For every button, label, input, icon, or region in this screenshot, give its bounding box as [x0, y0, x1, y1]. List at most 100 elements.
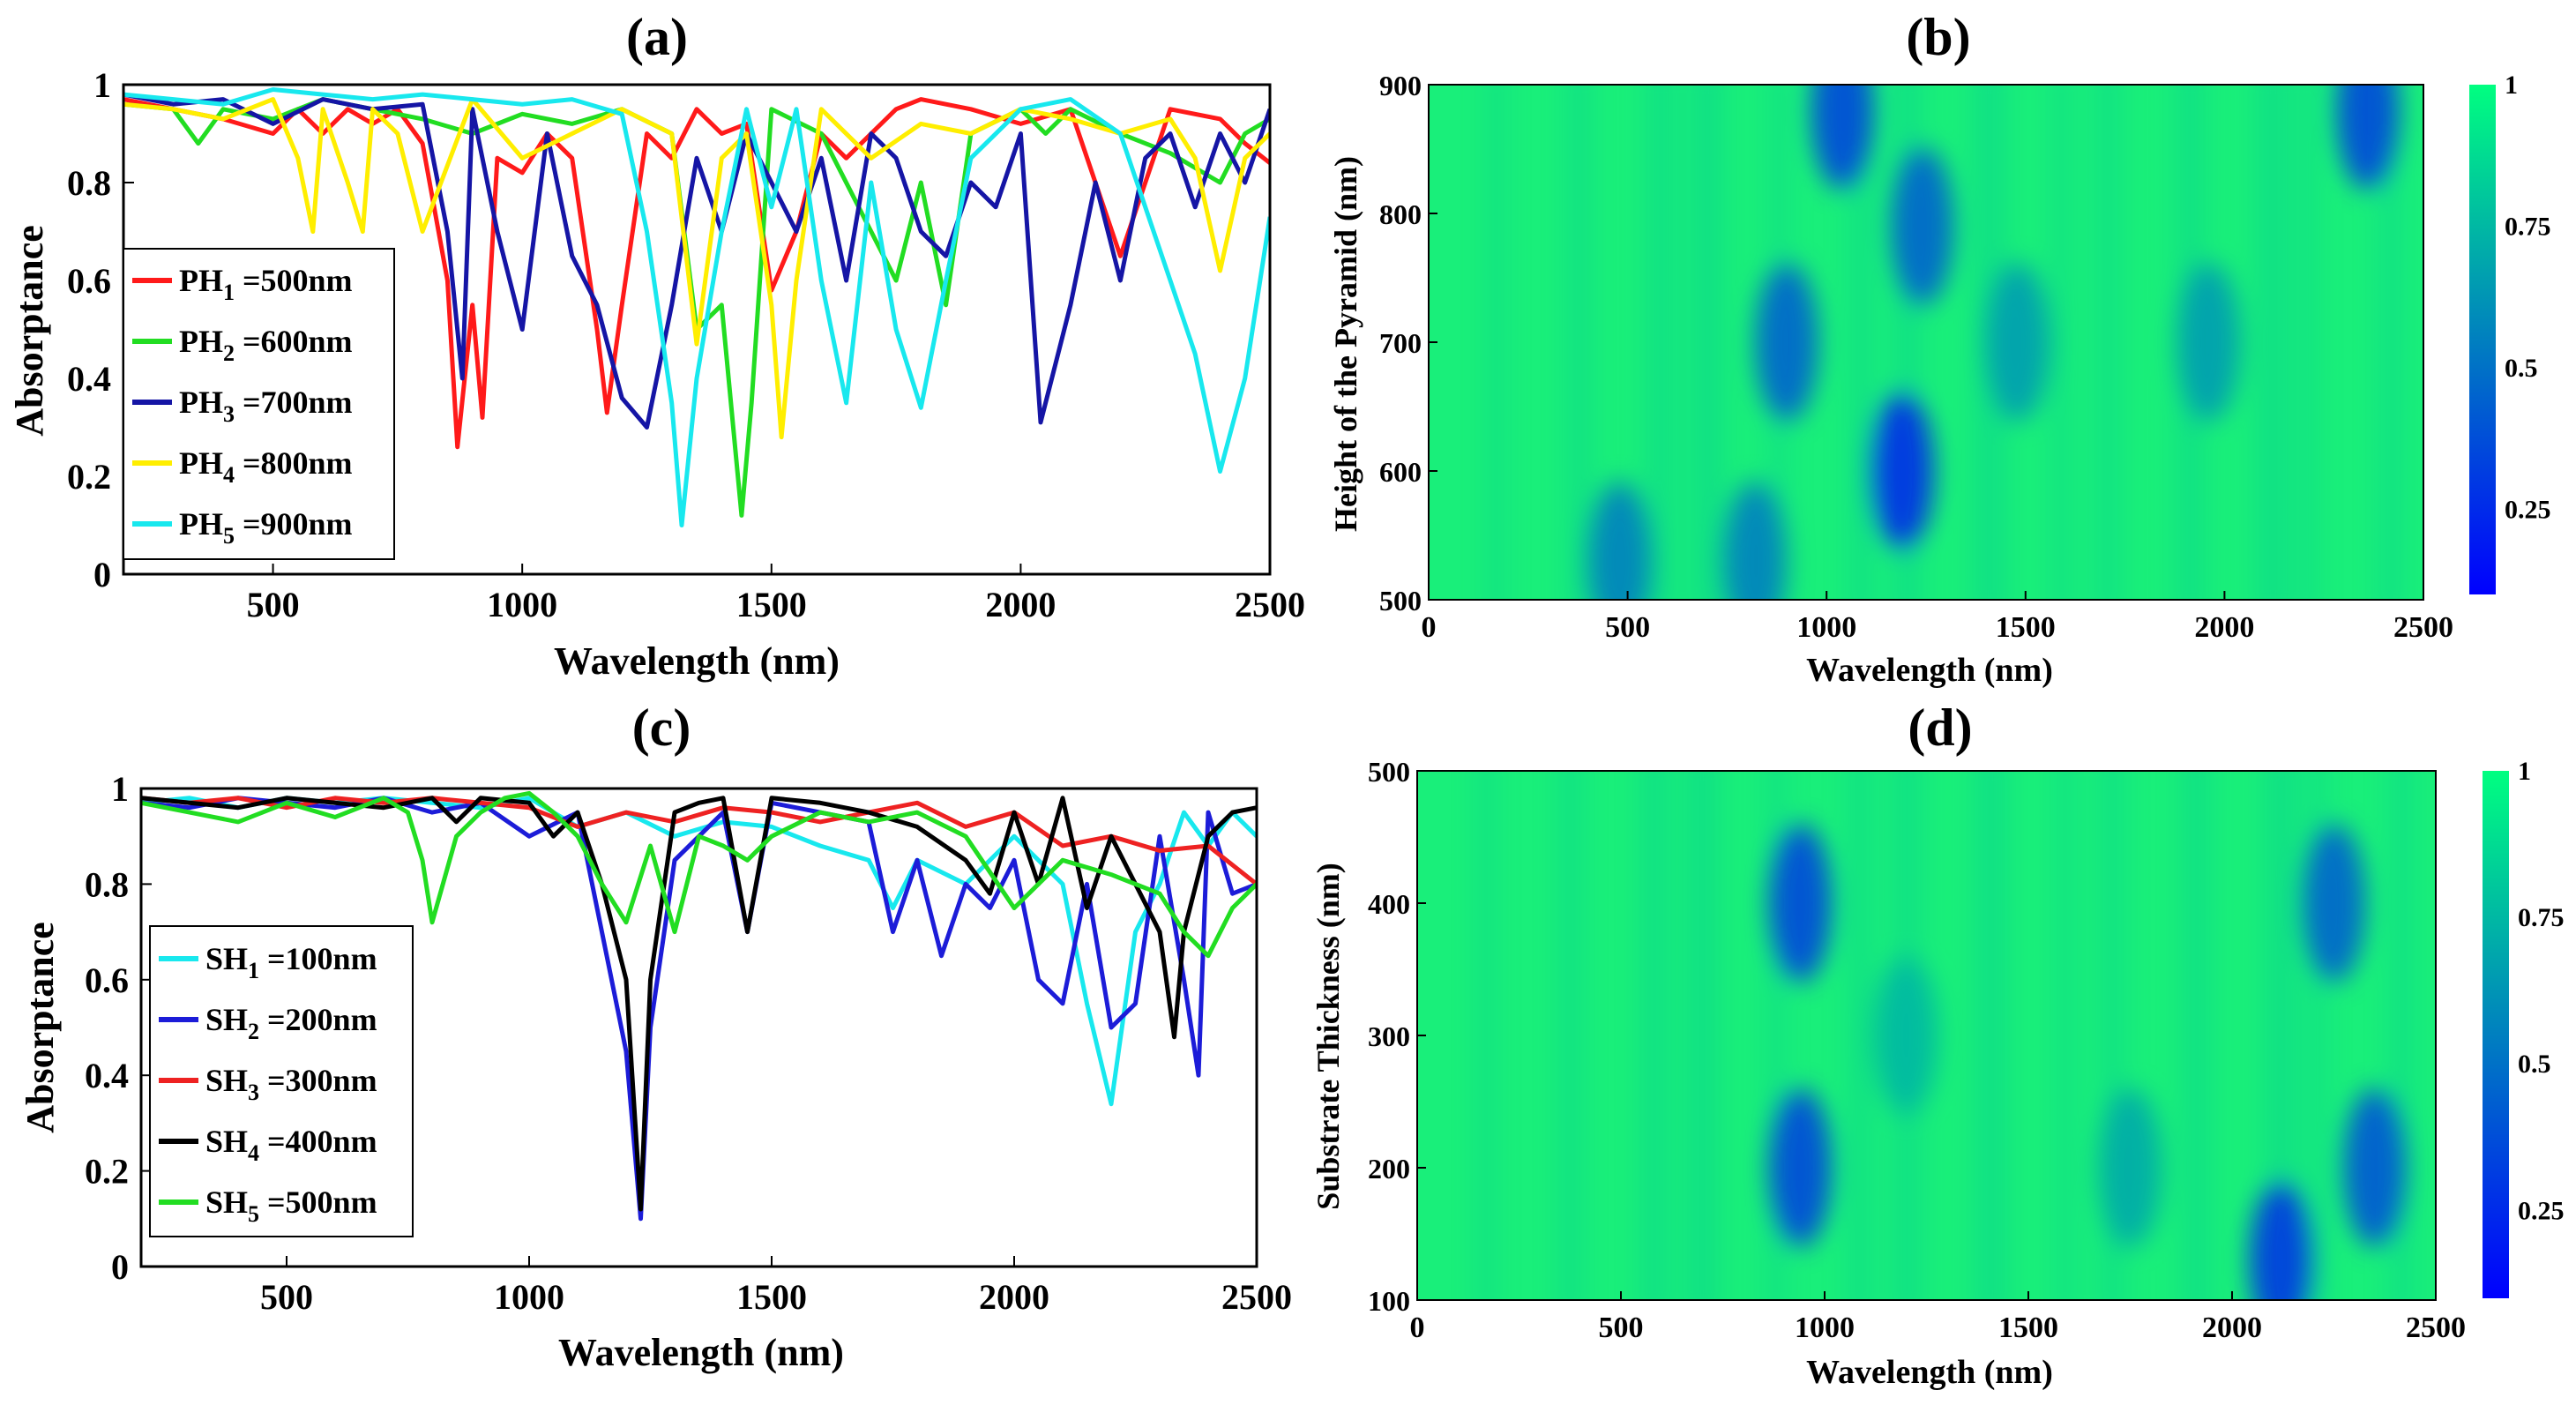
panel-c-ytick: 0.2	[85, 1152, 129, 1192]
panel-a-ytick: 0	[93, 555, 111, 594]
legend-entry: SH4 =400nm	[205, 1124, 377, 1166]
panel-c-series-5	[141, 790, 1257, 959]
panel-c-xtick: 500	[260, 1277, 313, 1317]
panel-d-xtick: 2500	[2406, 1312, 2466, 1344]
panel-b-colorbar-ticks: 0.25 0.5 0.75 1	[2505, 71, 2551, 525]
panel-b-xtick: 1000	[1796, 611, 1856, 644]
panel-d-xtick: 1000	[1795, 1312, 1855, 1344]
panel-c-ytick: 0.8	[85, 864, 129, 904]
heatmap-feature	[1755, 263, 1819, 422]
panel-b-xtick: 1500	[1996, 611, 2056, 644]
panel-d-title: (d)	[1908, 699, 1972, 757]
panel-c-xtick: 2500	[1221, 1277, 1292, 1317]
panel-b-ylabel: Height of the Pyramid (nm)	[1328, 156, 1363, 532]
legend-entry: PH5 =900nm	[179, 506, 353, 549]
panel-c-xlabel: Wavelength (nm)	[558, 1331, 844, 1374]
panel-a-ytick: 0.8	[67, 163, 111, 203]
panel-c-ytick: 0	[111, 1247, 129, 1287]
panel-b-xtick: 500	[1605, 611, 1650, 644]
panel-d-ytick: 300	[1368, 1020, 1410, 1052]
panel-b-title: (b)	[1906, 8, 1970, 66]
panel-d-colorbar-tick: 1	[2518, 757, 2531, 786]
panel-d-xtick: 1500	[1998, 1312, 2058, 1344]
panel-c-series-2	[141, 796, 1257, 1222]
heatmap-feature	[1768, 824, 1833, 983]
panel-b-heatmap	[1488, 85, 2401, 600]
panel-c-xtick: 1000	[494, 1277, 564, 1317]
panel-d-heatmap	[1478, 771, 2413, 1300]
panel-d-ytick: 500	[1368, 756, 1410, 788]
panel-c-ytick: 0.6	[85, 960, 129, 1000]
heatmap-feature	[1874, 956, 1938, 1115]
legend-entry: PH4 =800nm	[179, 445, 353, 488]
panel-a: (a) 500 1000 1500 2000 2500 0 0.2 0.4 0.6 0.8 1 Wa…	[8, 8, 1305, 683]
panel-a-xtick: 1000	[487, 585, 557, 624]
panel-b-xtick: 2500	[2393, 611, 2453, 644]
panel-d-ytick: 200	[1368, 1153, 1410, 1185]
panel-a-xlabel: Wavelength (nm)	[554, 639, 840, 683]
panel-d-ytick: 100	[1368, 1285, 1410, 1317]
panel-b-colorbar-tick: 0.75	[2505, 213, 2551, 242]
legend-entry: SH2 =200nm	[205, 1002, 377, 1044]
panel-d-colorbar-tick: 0.5	[2518, 1050, 2551, 1079]
panel-d-xtick: 500	[1599, 1312, 1644, 1344]
panel-d-colorbar	[2483, 771, 2509, 1298]
panel-c-title: (c)	[632, 699, 691, 757]
panel-d-xtick: 2000	[2202, 1312, 2262, 1344]
panel-c-ticks: 500 1000 1500 2000 2500 0 0.2 0.4 0.6 0.8 1	[85, 769, 1292, 1317]
legend-entry: PH1 =500nm	[179, 263, 353, 305]
panel-a-ylabel: Absorptance	[8, 225, 51, 437]
panel-b-colorbar-tick: 0.5	[2505, 354, 2538, 383]
panel-d-xtick: 0	[1410, 1312, 1425, 1344]
panel-b: (b) 0 500 1000 1500 2000 2500500600700800900 …	[1328, 8, 2551, 689]
heatmap-feature	[2342, 1088, 2407, 1247]
heatmap-feature	[1768, 1088, 1833, 1247]
panel-b-colorbar-tick: 0.25	[2505, 496, 2551, 525]
panel-c-xtick: 2000	[979, 1277, 1049, 1317]
heatmap-feature	[1985, 263, 2050, 422]
panel-b-colorbar-tick: 1	[2505, 71, 2518, 100]
panel-c-ytick: 0.4	[85, 1056, 129, 1095]
panel-a-xtick: 1500	[736, 585, 807, 624]
legend-entry: SH5 =500nm	[205, 1185, 377, 1227]
panel-b-ytick: 700	[1379, 327, 1422, 359]
panel-c-ytick: 1	[111, 769, 129, 809]
panel-d-colorbar-tick: 0.75	[2518, 903, 2565, 932]
panel-a-series-1	[123, 97, 1270, 450]
panel-c-series	[141, 790, 1257, 1222]
panel-a-ticks: 500 1000 1500 2000 2500 0 0.2 0.4 0.6 0.8 1	[67, 65, 1305, 624]
legend-entry: PH3 =700nm	[179, 385, 353, 427]
heatmap-feature	[1722, 482, 1787, 600]
panel-b-colorbar	[2469, 85, 2496, 594]
panel-c-axes	[139, 787, 1258, 1268]
panel-a-ytick: 1	[93, 65, 111, 105]
heatmap-feature	[1890, 146, 1954, 306]
panel-a-title: (a)	[626, 8, 688, 66]
panel-a-legend: PH1 =500nm PH2 =600nm PH3 =700nm PH4 =800nm…	[123, 248, 395, 560]
panel-d-colorbar-ticks: 0.25 0.5 0.75 1	[2518, 757, 2565, 1225]
panel-d: (d) 0 500 1000 1500 2000 2500100200300400500 …	[1310, 699, 2565, 1391]
panel-a-series-4	[123, 97, 1270, 440]
panel-a-ytick: 0.2	[67, 457, 111, 497]
panel-d-ylabel: Substrate Thickness (nm)	[1310, 863, 1346, 1209]
panel-d-ticks: 0 500 1000 1500 2000 2500 100 200 300 400 500	[1368, 756, 2466, 1344]
panel-b-ytick: 900	[1379, 70, 1422, 101]
panel-a-ytick: 0.4	[67, 359, 111, 399]
panel-b-ytick: 500	[1379, 585, 1422, 617]
panel-b-ytick: 600	[1379, 456, 1422, 488]
heatmap-feature	[1587, 482, 1652, 600]
panel-b-xtick: 2000	[2194, 611, 2254, 644]
panel-c-xtick: 1500	[736, 1277, 807, 1317]
heatmap-feature	[1870, 392, 1934, 550]
panel-a-series-5	[123, 87, 1270, 527]
panel-c-ylabel: Absorptance	[19, 922, 62, 1133]
panel-c-legend: SH1 =100nm SH2 =200nm SH3 =300nm SH4 =400nm…	[149, 925, 414, 1237]
heatmap-feature	[2335, 85, 2400, 191]
panel-b-xlabel: Wavelength (nm)	[1806, 652, 2053, 689]
panel-b-ytick: 800	[1379, 198, 1422, 230]
panel-a-ytick: 0.6	[67, 261, 111, 301]
heatmap-feature	[2098, 1088, 2162, 1247]
panel-c: (c) 500 1000 1500 2000 2500 0 0.2 0.4 0.6 0.8 1 Wa…	[19, 699, 1292, 1374]
